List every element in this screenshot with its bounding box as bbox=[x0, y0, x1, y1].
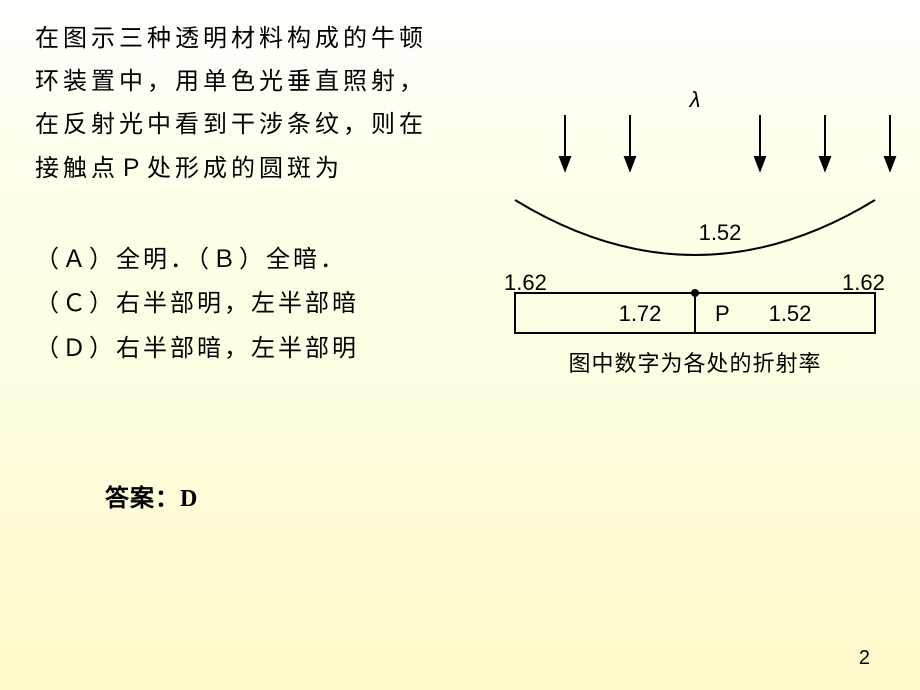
lens-curve bbox=[515, 200, 875, 255]
question-text: 在图示三种透明材料构成的牛顿环装置中，用单色光垂直照射，在反射光中看到干涉条纹，… bbox=[35, 18, 450, 191]
lens-index: 1.52 bbox=[699, 220, 742, 245]
option-a: （Ａ）全明． bbox=[35, 247, 197, 273]
light-arrows bbox=[560, 115, 895, 170]
answer-text: 答案：D bbox=[105, 478, 198, 513]
substrate-right-index: 1.52 bbox=[769, 301, 812, 326]
options-list: （Ａ）全明．（Ｂ）全暗． （Ｃ）右半部明，左半部暗 （Ｄ）右半部暗，左半部明 bbox=[35, 238, 359, 371]
page-number: 2 bbox=[859, 647, 870, 670]
option-d: （Ｄ）右半部暗，左半部明 bbox=[35, 336, 359, 362]
contact-point bbox=[691, 289, 699, 297]
gap-left-index: 1.62 bbox=[504, 270, 547, 295]
answer-label: 答案： bbox=[105, 486, 180, 512]
point-p-label: P bbox=[715, 301, 730, 326]
diagram-caption: 图中数字为各处的折射率 bbox=[490, 346, 900, 378]
option-c: （Ｃ）右半部明，左半部暗 bbox=[35, 291, 359, 317]
gap-right-index: 1.62 bbox=[842, 270, 885, 295]
substrate-left-index: 1.72 bbox=[619, 301, 662, 326]
newton-ring-diagram: λ 1.52 1.62 1.62 1.72 P 1.52 bbox=[490, 85, 900, 370]
answer-value: D bbox=[180, 486, 198, 512]
option-b: （Ｂ）全暗． bbox=[197, 247, 347, 273]
lambda-label: λ bbox=[689, 87, 701, 112]
